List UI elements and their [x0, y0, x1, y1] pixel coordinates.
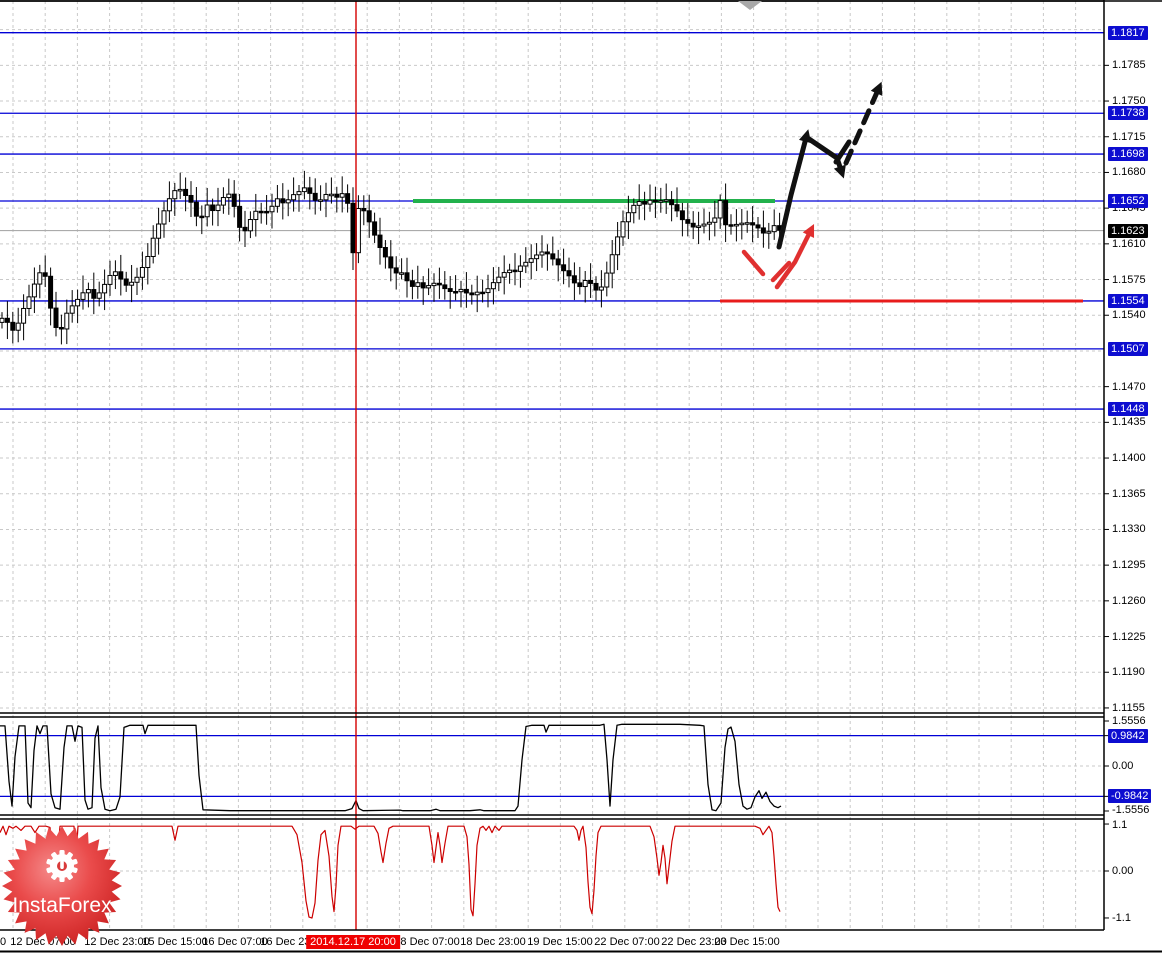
- osc1-axis-label: -1.5556: [1112, 804, 1150, 816]
- price-tick-label: 1.1715: [1112, 130, 1146, 143]
- time-label: 19 Dec 15:00: [527, 936, 593, 948]
- price-tick-label: 1.1435: [1112, 416, 1146, 429]
- oscillator-1-line: [0, 723, 782, 812]
- price-axis: 1.1785 1.1750 1.1715 1.1680 1.1645 1.1610 1.15…: [1104, 0, 1162, 931]
- oscillator-2-line: [0, 825, 781, 919]
- osc2-axis-label: -1.1: [1112, 911, 1131, 924]
- osc1-axis-label: -0.9842: [1108, 789, 1152, 804]
- selected-time-label: 2014.12.17 20:00: [306, 935, 400, 949]
- osc2-axis-label: 0.00: [1112, 865, 1134, 877]
- current-price-label: 1.1623: [1108, 223, 1148, 238]
- osc1-axis-label: 1.5556: [1112, 715, 1146, 727]
- time-label: 12 Dec 23:00: [84, 936, 150, 948]
- price-tick-label: 1.1575: [1112, 273, 1146, 286]
- price-tick-label: 1.1155: [1112, 701, 1145, 714]
- time-label: 22 Dec 23:00: [661, 936, 727, 948]
- time-label: 18 Dec 23:00: [460, 936, 526, 948]
- level-price-label: 1.1652: [1108, 194, 1148, 208]
- chart-shift-marker[interactable]: [738, 1, 762, 10]
- axis-ticks: [1104, 64, 1109, 919]
- grid-lines: [0, 1, 1104, 930]
- price-tick-label: 1.1260: [1112, 594, 1146, 607]
- time-label: 22 Dec 07:00: [594, 936, 660, 948]
- black-zigzag-barb[interactable]: [833, 139, 852, 165]
- price-tick-label: 1.1540: [1112, 309, 1146, 322]
- osc1-axis-label: 0.9842: [1108, 728, 1148, 743]
- time-label: 18 Dec 07:00: [394, 936, 460, 948]
- price-tick-label: 1.1785: [1112, 59, 1146, 72]
- time-label: 15 Dec 15:00: [142, 936, 208, 948]
- level-price-label: 1.1817: [1108, 25, 1148, 40]
- instaforex-watermark: InstaForex: [2, 826, 122, 946]
- time-axis: 0 12 Dec 07:00 12 Dec 23:00 15 Dec 15:00 16 …: [0, 931, 1162, 951]
- instaforex-gear-icon: [46, 850, 78, 882]
- osc2-axis-label: 1.1: [1112, 819, 1128, 831]
- osc1-axis-label: 0.00: [1112, 760, 1134, 772]
- time-label: 0: [0, 936, 7, 948]
- price-tick-label: 1.1400: [1112, 452, 1146, 465]
- price-tick-label: 1.1470: [1112, 380, 1146, 393]
- price-tick-label: 1.1190: [1112, 666, 1145, 679]
- price-tick-label: 1.1225: [1112, 630, 1146, 643]
- red-stroke-2[interactable]: [770, 260, 792, 283]
- price-tick-label: 1.1750: [1112, 95, 1146, 108]
- price-tick-label: 1.1680: [1112, 166, 1146, 179]
- price-tick-label: 1.1610: [1112, 237, 1146, 250]
- red-arrow-up[interactable]: [774, 223, 815, 290]
- time-label: 16 Dec 07:00: [202, 936, 268, 948]
- logo-brand-text: InstaForex: [12, 894, 112, 917]
- price-tick-label: 1.1330: [1112, 523, 1146, 536]
- time-label: 23 Dec 15:00: [714, 936, 780, 948]
- level-price-label: 1.1554: [1108, 293, 1148, 308]
- red-stroke-1[interactable]: [741, 249, 766, 277]
- level-price-label: 1.1738: [1108, 106, 1148, 121]
- price-tick-label: 1.1295: [1112, 559, 1146, 572]
- black-arrow-up-2-dashed[interactable]: [843, 81, 883, 166]
- level-price-label: 1.1507: [1108, 341, 1148, 356]
- level-price-label: 1.1448: [1108, 402, 1148, 417]
- price-tick-label: 1.1365: [1112, 487, 1146, 500]
- level-price-label: 1.1698: [1108, 147, 1148, 162]
- candlesticks: [0, 170, 783, 345]
- logo-starburst: [2, 826, 122, 946]
